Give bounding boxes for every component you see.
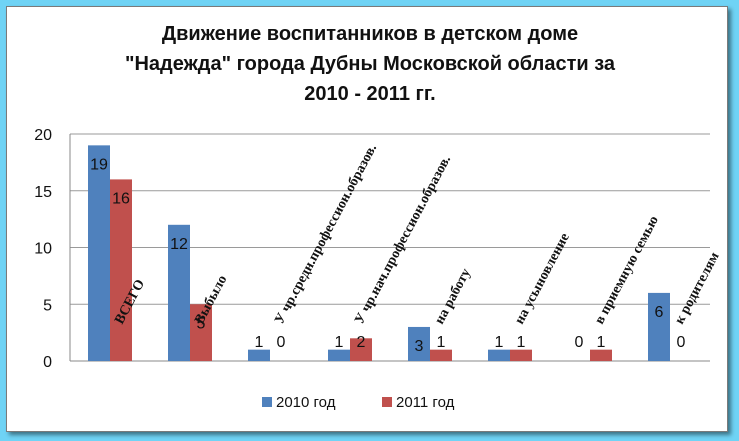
bar-series1-5 — [488, 349, 510, 361]
legend-swatch — [382, 397, 392, 407]
data-label: 2 — [357, 334, 366, 351]
data-label: 3 — [415, 338, 424, 355]
category-label: на усыновление — [512, 231, 573, 327]
bar-series1-2 — [248, 349, 270, 361]
data-label: 0 — [677, 334, 686, 351]
legend: 2010 год 2011 год — [262, 394, 455, 411]
bar-series1-1 — [168, 224, 190, 361]
data-label: 0 — [277, 334, 286, 351]
y-tick-label: 20 — [34, 127, 52, 144]
category-label: к родителям — [672, 250, 723, 327]
data-label: 16 — [112, 190, 130, 207]
legend-label: 2011 год — [396, 394, 455, 411]
category-label: на работу — [432, 266, 474, 327]
y-tick-label: 10 — [34, 241, 52, 258]
bar-series2-3 — [350, 338, 372, 361]
y-tick-label: 15 — [34, 184, 52, 201]
data-label: 1 — [255, 334, 264, 351]
bar-series1-4 — [408, 326, 430, 361]
bar-series2-6 — [590, 349, 612, 361]
category-label: У чр.нач.профессион.образов. — [352, 153, 454, 327]
data-label: 1 — [335, 334, 344, 351]
bar-series2-1 — [190, 304, 212, 361]
data-label: 1 — [437, 334, 446, 351]
data-label: 6 — [655, 304, 664, 321]
y-tick-label: 5 — [43, 297, 52, 314]
data-label: 1 — [517, 334, 526, 351]
bars — [88, 145, 670, 361]
category-labels: ВСЕГО Выбыло У чр.средн.профессион.образов… — [112, 142, 723, 327]
bar-series2-0 — [110, 179, 132, 361]
legend-label: 2010 год — [276, 394, 336, 411]
data-label: 1 — [495, 334, 504, 351]
bar-series2-4 — [430, 349, 452, 361]
data-label: 1 — [597, 334, 606, 351]
legend-swatch — [262, 397, 272, 407]
data-label: 19 — [90, 156, 108, 173]
data-label: 0 — [575, 334, 584, 351]
chart-title: Движение воспитанников в детском доме "Н… — [125, 23, 616, 105]
data-label: 12 — [170, 236, 188, 253]
bar-series1-3 — [328, 349, 350, 361]
chart-title-line-1: Движение воспитанников в детском доме — [162, 23, 578, 45]
chart-title-line-2: "Надежда" города Дубны Московской област… — [125, 53, 616, 75]
chart-title-line-3: 2010 - 2011 гг. — [304, 83, 435, 105]
y-axis: 0 5 10 15 20 — [34, 127, 71, 371]
bar-series1-7 — [648, 292, 670, 361]
data-label: 5 — [197, 315, 206, 332]
bar-series1-0 — [88, 145, 110, 361]
y-tick-label: 0 — [43, 354, 52, 371]
bar-series2-5 — [510, 349, 532, 361]
